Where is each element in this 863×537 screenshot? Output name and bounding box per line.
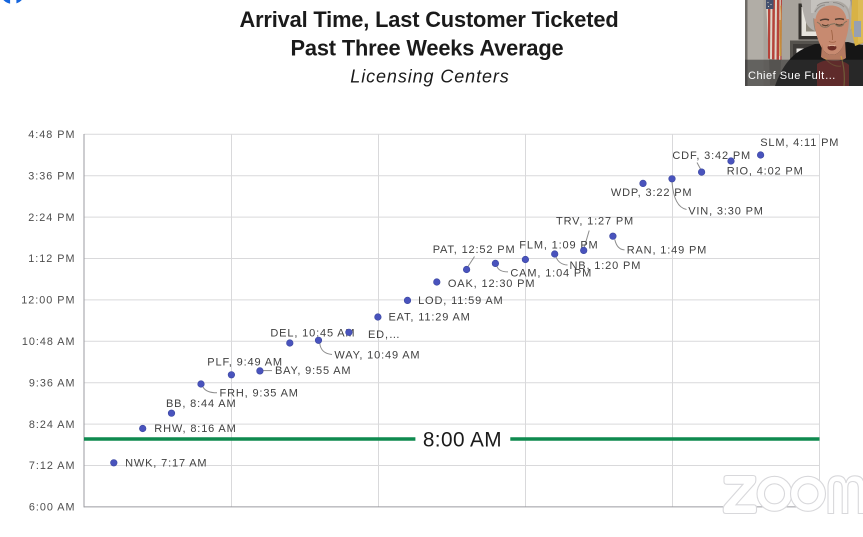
- svg-text:9:36 AM: 9:36 AM: [29, 377, 76, 389]
- svg-text:RHW, 8:16 AM: RHW, 8:16 AM: [154, 423, 236, 435]
- svg-text:PLF, 9:49 AM: PLF, 9:49 AM: [207, 357, 283, 369]
- svg-text:CDF, 3:42 PM: CDF, 3:42 PM: [672, 150, 751, 162]
- svg-text:6:00 AM: 6:00 AM: [29, 502, 76, 514]
- svg-text:CAM, 1:04 PM: CAM, 1:04 PM: [510, 267, 592, 279]
- svg-text:Licensing Centers: Licensing Centers: [350, 67, 509, 87]
- svg-text:OAK, 12:30 PM: OAK, 12:30 PM: [448, 278, 535, 290]
- svg-text:12:00 PM: 12:00 PM: [21, 295, 75, 307]
- svg-text:4:48 PM: 4:48 PM: [28, 129, 75, 141]
- svg-text:FRH, 9:35 AM: FRH, 9:35 AM: [220, 388, 299, 400]
- svg-text:BAY, 9:55 AM: BAY, 9:55 AM: [275, 365, 351, 377]
- svg-text:LOD, 11:59 AM: LOD, 11:59 AM: [418, 295, 503, 307]
- svg-text:VIN, 3:30 PM: VIN, 3:30 PM: [688, 205, 764, 217]
- svg-text:Past Three Weeks Average: Past Three Weeks Average: [290, 35, 563, 60]
- svg-text:Arrival Time, Last Customer Ti: Arrival Time, Last Customer Ticketed: [239, 7, 618, 32]
- svg-text:BB, 8:44 AM: BB, 8:44 AM: [166, 398, 237, 410]
- svg-text:SLM, 4:11 PM: SLM, 4:11 PM: [760, 137, 839, 149]
- svg-text:NWK, 7:17 AM: NWK, 7:17 AM: [125, 458, 207, 470]
- svg-text:WAY, 10:49 AM: WAY, 10:49 AM: [334, 349, 420, 361]
- svg-text:FLM, 1:09 PM: FLM, 1:09 PM: [519, 239, 598, 251]
- svg-text:8:00 AM: 8:00 AM: [423, 429, 502, 452]
- svg-text:2:24 PM: 2:24 PM: [28, 212, 75, 224]
- svg-text:RAN, 1:49 PM: RAN, 1:49 PM: [627, 245, 708, 257]
- svg-text:7:12 AM: 7:12 AM: [29, 460, 76, 472]
- svg-text:ED,…: ED,…: [368, 329, 401, 341]
- svg-text:3:36 PM: 3:36 PM: [28, 170, 75, 182]
- svg-text:10:48 AM: 10:48 AM: [22, 336, 76, 348]
- svg-text:EAT, 11:29 AM: EAT, 11:29 AM: [389, 312, 471, 324]
- svg-text:DEL, 10:45 AM: DEL, 10:45 AM: [270, 328, 355, 340]
- svg-text:NB, 1:20 PM: NB, 1:20 PM: [570, 260, 642, 272]
- svg-text:TRV, 1:27 PM: TRV, 1:27 PM: [556, 216, 634, 228]
- svg-text:1:12 PM: 1:12 PM: [28, 253, 75, 265]
- svg-text:Chief Sue Fult…: Chief Sue Fult…: [748, 70, 836, 82]
- svg-text:8:24 AM: 8:24 AM: [29, 419, 76, 431]
- svg-text:WDP, 3:22 PM: WDP, 3:22 PM: [611, 187, 693, 199]
- svg-text:RIO, 4:02 PM: RIO, 4:02 PM: [727, 166, 804, 178]
- svg-text:PAT, 12:52 PM: PAT, 12:52 PM: [433, 244, 516, 256]
